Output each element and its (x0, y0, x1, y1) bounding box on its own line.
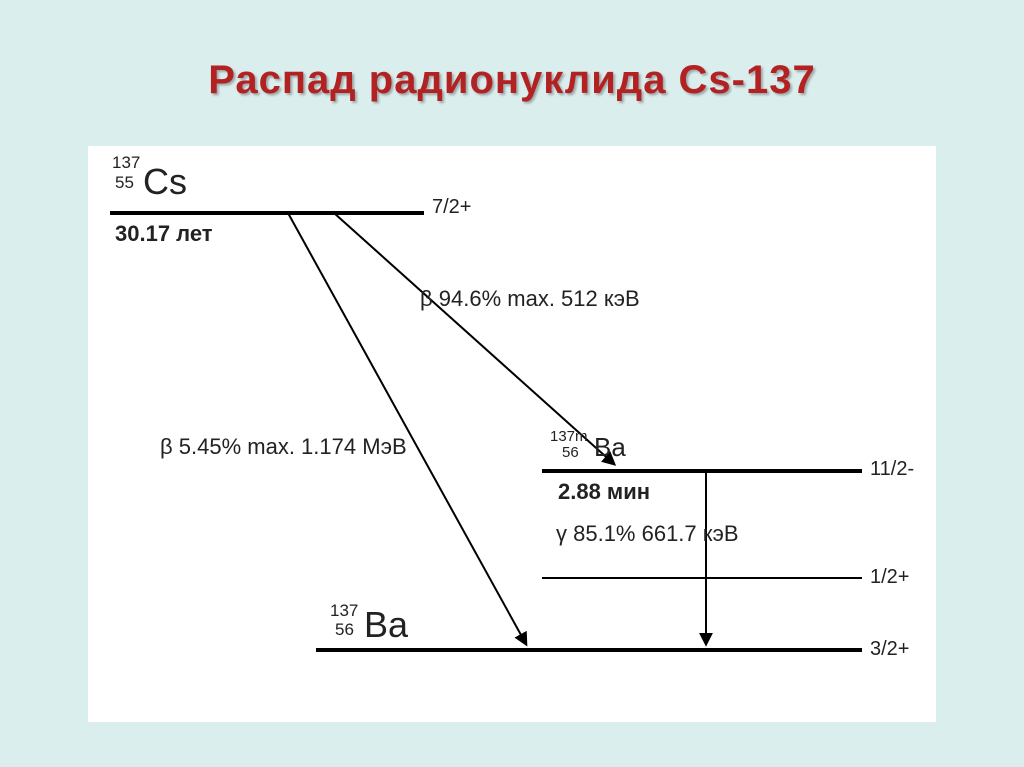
ba137m-mass: 137m (550, 428, 588, 445)
beta1-label: β 94.6% max. 512 кэВ (420, 286, 640, 312)
ba-ground-level-line (316, 648, 862, 652)
gamma-label: γ 85.1% 661.7 кэВ (556, 521, 739, 547)
cs-z: 55 (115, 173, 134, 193)
ba-z: 56 (335, 620, 354, 640)
ba137m-level-line (542, 469, 862, 473)
decay-diagram: 137 55 Cs 30.17 лет 7/2+ β 94.6% max. 51… (88, 146, 936, 722)
ba137m-symbol: Ba (594, 432, 626, 463)
ba137m-z: 56 (562, 444, 579, 461)
ba-inter-spin: 1/2+ (870, 566, 909, 589)
cs-level-line (110, 211, 424, 215)
cs-symbol: Cs (143, 161, 187, 203)
cs-halflife: 30.17 лет (115, 221, 213, 247)
beta2-label: β 5.45% max. 1.174 МэВ (160, 434, 407, 460)
page-title: Распад радионуклида Cs-137 (0, 58, 1024, 103)
ba137m-spin: 11/2- (870, 458, 914, 481)
ba-mass: 137 (330, 601, 358, 621)
cs-spin: 7/2+ (432, 196, 471, 219)
ba-symbol: Ba (364, 604, 408, 646)
ba-ground-spin: 3/2+ (870, 638, 909, 661)
ba137m-halflife: 2.88 мин (558, 479, 650, 505)
cs-mass: 137 (112, 153, 140, 173)
ba-inter-level-line (542, 577, 862, 579)
